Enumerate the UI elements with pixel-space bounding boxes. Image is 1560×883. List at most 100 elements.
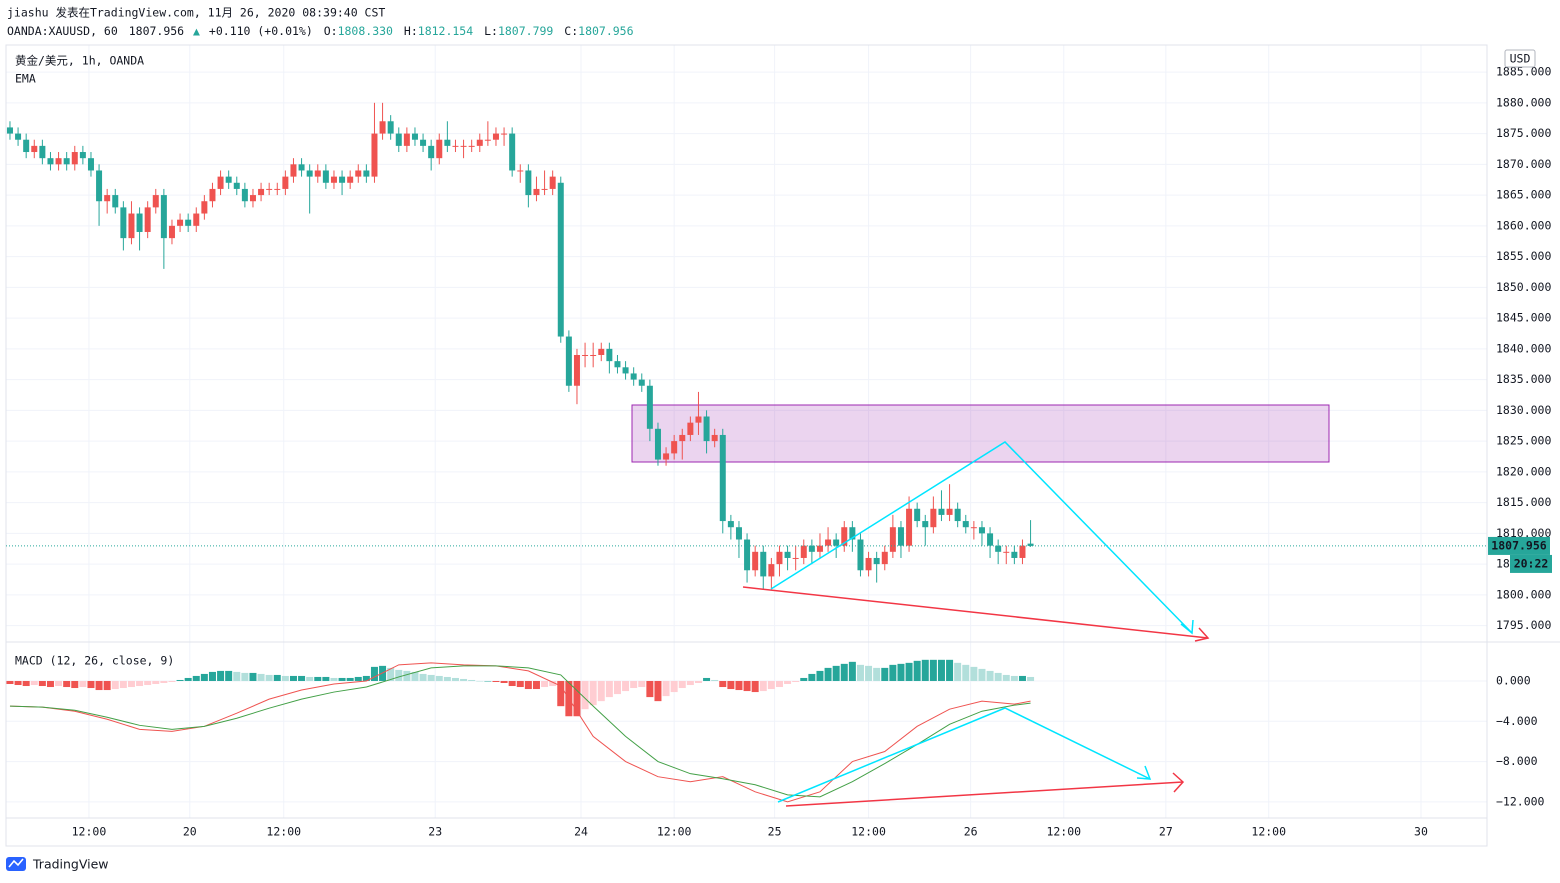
histogram-bar	[508, 680, 516, 687]
histogram-bar	[524, 680, 532, 690]
histogram-bar	[289, 675, 297, 681]
candle-body	[654, 428, 661, 460]
candle-body	[565, 336, 572, 386]
arrow-head	[1172, 772, 1185, 793]
histogram-bar	[962, 664, 970, 681]
histogram-bar	[338, 677, 346, 681]
l-label: L:	[484, 24, 498, 38]
change: +0.110 (+0.01%)	[209, 24, 313, 38]
trend-arrow[interactable]	[770, 441, 1193, 634]
y-tick-label: 1830.000	[1496, 403, 1551, 417]
histogram-bar	[14, 680, 22, 686]
candle-body	[47, 158, 54, 165]
histogram-bar	[225, 670, 233, 681]
histogram-bar	[127, 680, 135, 688]
histogram-bar	[38, 680, 46, 687]
candle-body	[160, 195, 167, 239]
candle-body	[954, 508, 961, 522]
histogram-bar	[905, 662, 913, 681]
candle-body	[79, 152, 86, 159]
histogram-bar	[532, 680, 540, 690]
histogram-bar	[856, 664, 864, 681]
candle-body	[128, 213, 135, 239]
candle-body	[274, 188, 281, 190]
histogram-bar	[832, 665, 840, 681]
candle-body	[744, 539, 751, 571]
candle-body	[355, 170, 362, 177]
histogram-bar	[451, 677, 459, 681]
x-tick-label: 20	[183, 825, 197, 839]
candle-body	[1027, 543, 1034, 546]
zone-rectangle[interactable]	[631, 404, 1330, 463]
candle-body	[622, 367, 629, 374]
logo-line	[8, 858, 24, 868]
histogram-bar	[751, 680, 759, 693]
macd-title[interactable]: MACD (12, 26, close, 9)	[15, 654, 174, 668]
histogram-bar	[929, 659, 937, 681]
histogram-bar	[937, 659, 945, 681]
histogram-bar	[233, 671, 241, 681]
trend-arrow[interactable]	[777, 707, 1151, 803]
candle-body	[671, 441, 678, 454]
candle-body	[492, 133, 499, 140]
price-label: 1807.956	[1491, 538, 1546, 552]
x-tick-label: 24	[574, 825, 588, 839]
candle-body	[371, 133, 378, 177]
histogram-bar	[581, 680, 589, 710]
histogram-bar	[711, 679, 719, 681]
y-tick-label: 1795.000	[1496, 618, 1551, 632]
histogram-bar	[694, 680, 702, 683]
currency-box[interactable]	[1504, 49, 1536, 68]
histogram-bar	[322, 676, 330, 681]
y-tick-label: 1800.000	[1496, 587, 1551, 601]
histogram-bar	[403, 670, 411, 681]
candle-body	[168, 225, 175, 239]
candle-body	[15, 133, 22, 140]
histogram-bar	[954, 662, 962, 681]
candle-body	[306, 170, 313, 177]
candle-body	[638, 379, 645, 386]
y-tick-label: 1835.000	[1496, 372, 1551, 386]
histogram-bar	[865, 665, 873, 681]
brand[interactable]: TradingView	[32, 857, 109, 872]
histogram-bar	[257, 673, 265, 681]
candle-body	[258, 188, 265, 196]
histogram-bar	[298, 675, 306, 681]
histogram-bar	[103, 680, 111, 691]
candle-body	[411, 133, 418, 140]
candle-body	[363, 170, 370, 177]
candle-body	[193, 213, 200, 226]
histogram-bar	[144, 680, 152, 686]
histogram-bar	[468, 679, 476, 681]
histogram-bar	[217, 670, 225, 681]
x-tick-label: 27	[1159, 825, 1173, 839]
indicator-label[interactable]: EMA	[15, 72, 36, 86]
histogram-bar	[589, 680, 597, 706]
histogram-bar	[970, 666, 978, 681]
candle-body	[428, 145, 435, 159]
y-tick-label: 1845.000	[1496, 311, 1551, 325]
y-tick-label: −8.000	[1496, 754, 1538, 768]
candle-body	[922, 521, 929, 528]
trend-line[interactable]	[742, 586, 1209, 639]
logo	[6, 857, 26, 871]
legend[interactable]: 黄金/美元, 1h, OANDA	[15, 54, 144, 68]
candle-body	[800, 545, 807, 558]
candle-body	[217, 176, 224, 189]
candle-body	[1019, 545, 1026, 558]
countdown-box	[1510, 554, 1552, 573]
candle-body	[808, 545, 815, 552]
histogram-bar	[411, 671, 419, 681]
histogram-bar	[784, 680, 792, 685]
x-tick-label: 25	[768, 825, 782, 839]
grid	[6, 45, 1487, 818]
trend-line[interactable]	[785, 781, 1184, 807]
histogram-bar	[30, 680, 38, 686]
candle-body	[590, 354, 597, 356]
histogram-bar	[184, 677, 192, 681]
histogram-bar	[775, 680, 783, 688]
histogram-bar	[362, 675, 370, 681]
candle-body	[533, 188, 540, 196]
candle-body	[31, 145, 38, 153]
